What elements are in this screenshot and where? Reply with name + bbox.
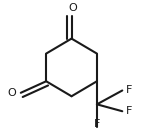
Text: O: O (68, 3, 77, 13)
Text: F: F (126, 106, 132, 116)
Text: F: F (94, 119, 100, 128)
Text: O: O (8, 88, 16, 98)
Text: F: F (126, 85, 132, 95)
